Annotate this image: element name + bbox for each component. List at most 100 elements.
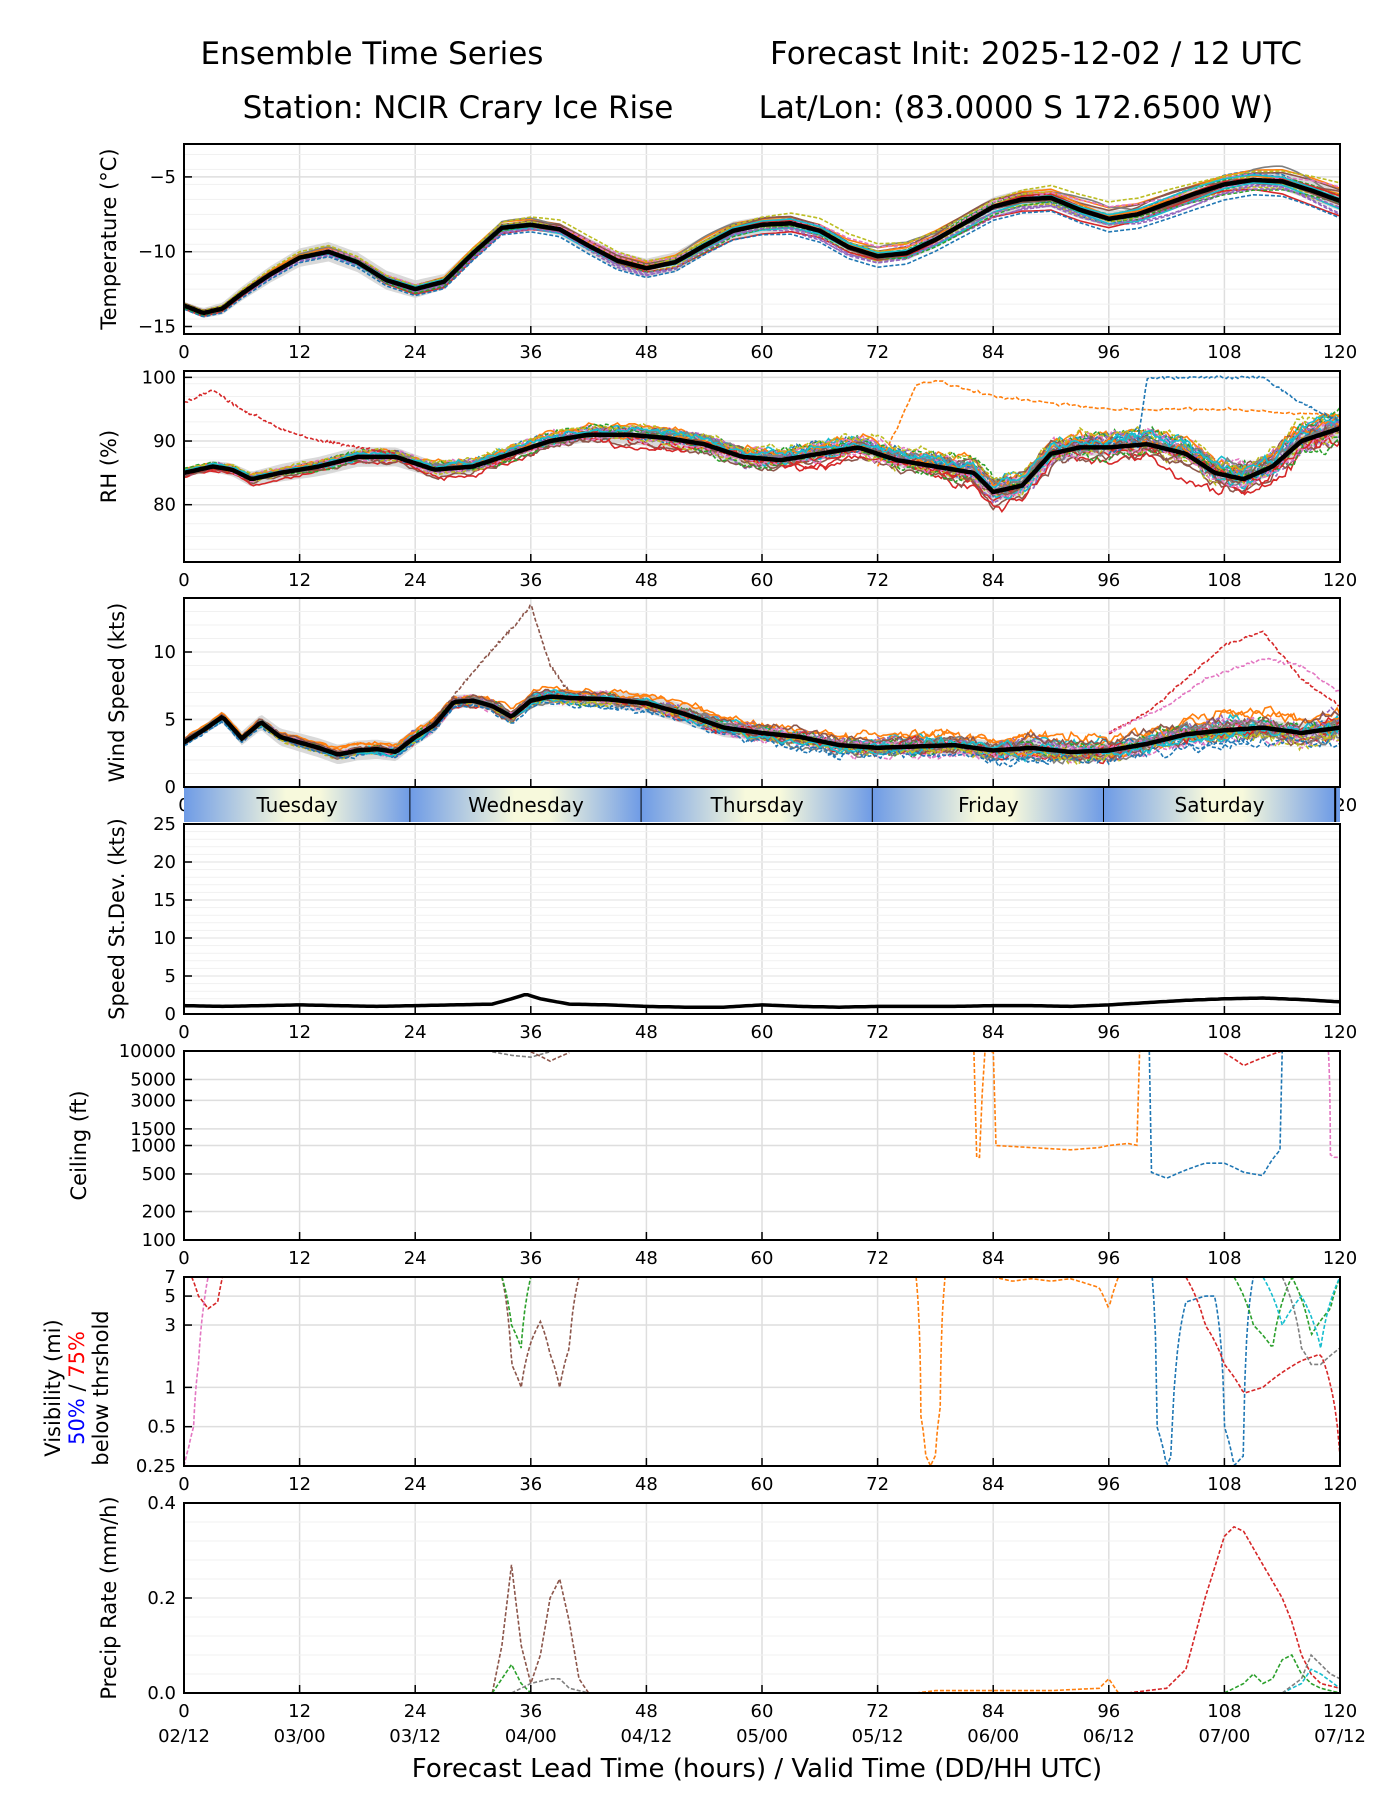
ytick-label-ceiling-1: 200 [142, 1202, 176, 1223]
ytick-label-wind-speed-1: 5 [165, 710, 176, 731]
ytick-label-temperature-1: −10 [138, 242, 176, 263]
xtick-label-precip-rate-9: 108 [1207, 1701, 1241, 1722]
xtick-label-ceiling-9: 108 [1207, 1248, 1241, 1269]
series-line-visibility-10 [1281, 1277, 1340, 1366]
xtick-label-visibility-10: 120 [1323, 1474, 1357, 1495]
day-label-tuesday: Tuesday [256, 793, 339, 817]
ensemble-member-temperature-24 [184, 188, 1340, 316]
xtick-label-temperature-5: 60 [751, 342, 774, 363]
ensemble-member-rh-29 [184, 413, 1340, 489]
ytick-label-ceiling-3: 1000 [130, 1136, 176, 1157]
ensemble-mean-wind-speed [184, 694, 1340, 757]
ytick-label-ceiling-7: 10000 [119, 1041, 176, 1062]
panel-precip-rate: 0.0 0.2 0.4 0 12 24 36 48 60 72 84 96 108 120 Precip R… [97, 1493, 1357, 1722]
ytick-label-ceiling-6: 5000 [130, 1069, 176, 1090]
series-line-precip-rate-7 [1281, 1653, 1340, 1693]
ytick-label-speed-stdev-2: 10 [153, 928, 176, 949]
ylabel-rh: RH (%) [97, 430, 121, 503]
xtick-label-ceiling-8: 96 [1097, 1248, 1120, 1269]
series-line-precip-rate-5 [1224, 1653, 1340, 1693]
series-precip-rate [491, 1525, 1340, 1693]
ensemble-member-wind-speed-21 [184, 685, 1340, 749]
xtick-label-rh-2: 24 [404, 570, 427, 591]
valid-time-label-5: 05/00 [736, 1726, 788, 1747]
day-segment-saturday [1103, 788, 1336, 822]
xtick-label-temperature-3: 36 [519, 342, 542, 363]
xtick-label-temperature-6: 72 [866, 342, 889, 363]
outlier-member-wind-speed-0 [1108, 630, 1340, 735]
series-line-ceiling-4 [492, 1051, 551, 1059]
series-rh [184, 375, 1340, 514]
xtick-label-speed-stdev-2: 24 [404, 1022, 427, 1043]
xtick-label-rh-6: 72 [866, 570, 889, 591]
xtick-label-speed-stdev-5: 60 [751, 1022, 774, 1043]
xtick-label-speed-stdev-0: 0 [178, 1022, 189, 1043]
xtick-label-precip-rate-6: 72 [866, 1701, 889, 1722]
series-line-visibility-6 [1151, 1277, 1255, 1466]
visibility-label-line2: 50% / 75% [65, 1331, 89, 1445]
series-line-visibility-9 [1262, 1277, 1340, 1349]
ylabel-ceiling: Ceiling (ft) [67, 1090, 91, 1200]
ytick-label-rh-1: 90 [153, 431, 176, 452]
xtick-label-temperature-4: 48 [635, 342, 658, 363]
valid-time-label-4: 04/12 [620, 1726, 672, 1747]
ytick-label-speed-stdev-4: 20 [153, 852, 176, 873]
series-line-visibility-5 [993, 1277, 1120, 1309]
xtick-label-speed-stdev-1: 12 [288, 1022, 311, 1043]
xtick-label-rh-0: 0 [178, 570, 189, 591]
xtick-label-visibility-6: 72 [866, 1474, 889, 1495]
valid-time-labels: 02/12 03/00 03/12 04/00 04/12 05/00 05/12 06/00… [158, 1726, 1366, 1747]
day-segment-tuesday [184, 788, 411, 822]
xtick-label-temperature-8: 96 [1097, 342, 1120, 363]
valid-time-label-0: 02/12 [158, 1726, 210, 1747]
ytick-label-visibility-0: 0.25 [136, 1456, 176, 1477]
ensemble-mean-temperature [184, 177, 1340, 316]
xtick-label-ceiling-6: 72 [866, 1248, 889, 1269]
xtick-label-rh-9: 108 [1207, 570, 1241, 591]
series-wind-speed [184, 603, 1340, 768]
ytick-label-speed-stdev-3: 15 [153, 890, 176, 911]
day-segment-thursday [641, 788, 873, 822]
series-line-precip-rate-2 [511, 1678, 589, 1693]
xtick-label-ceiling-7: 84 [982, 1248, 1005, 1269]
xtick-label-rh-3: 36 [519, 570, 542, 591]
series-speed-stdev [184, 992, 1340, 1009]
xtick-label-temperature-2: 24 [404, 342, 427, 363]
ensemble-member-temperature-20 [184, 193, 1340, 318]
series-line-visibility-3 [501, 1277, 532, 1349]
ytick-label-visibility-1: 0.5 [147, 1417, 176, 1438]
ytick-label-temperature-0: −15 [138, 317, 176, 338]
xtick-label-speed-stdev-10: 120 [1323, 1022, 1357, 1043]
xtick-label-visibility-7: 84 [982, 1474, 1005, 1495]
visibility-label-75pct: 75% [65, 1331, 89, 1378]
ytick-label-visibility-5: 7 [165, 1267, 176, 1288]
visibility-ylabel: Visibility (mi) 50% / 75% below thrshold [41, 1310, 113, 1465]
outlier-member-rh-2 [184, 389, 397, 456]
xtick-label-ceiling-0: 0 [178, 1248, 189, 1269]
xtick-label-precip-rate-5: 60 [751, 1701, 774, 1722]
outlier-member-wind-speed-1 [1108, 657, 1340, 733]
visibility-label-50pct: 50% [65, 1398, 89, 1445]
series-line-visibility-4 [915, 1277, 946, 1466]
ytick-label-ceiling-4: 1500 [130, 1119, 176, 1140]
ytick-label-rh-2: 100 [142, 367, 176, 388]
ytick-label-speed-stdev-0: 0 [165, 1004, 176, 1025]
xtick-label-precip-rate-3: 36 [519, 1701, 542, 1722]
xtick-label-precip-rate-0: 0 [178, 1701, 189, 1722]
outlier-member-wind-speed-2 [433, 603, 571, 721]
day-of-week-bar: Tuesday Wednesday Thursday Friday Saturday [184, 788, 1340, 822]
xtick-label-ceiling-4: 48 [635, 1248, 658, 1269]
panels: −15−10−50 12 24 36 48 60 72 84 96 108 120Temperatu… [67, 143, 1357, 1722]
xtick-label-temperature-7: 84 [982, 342, 1005, 363]
ytick-label-visibility-3: 3 [165, 1315, 176, 1336]
valid-time-label-6: 05/12 [852, 1726, 904, 1747]
xtick-label-speed-stdev-9: 108 [1207, 1022, 1241, 1043]
xtick-label-rh-8: 96 [1097, 570, 1120, 591]
ytick-label-visibility-2: 1 [165, 1377, 176, 1398]
ytick-label-rh-0: 80 [153, 495, 176, 516]
ytick-label-precip-rate-2: 0.4 [147, 1493, 176, 1514]
panel-visibility: 0.25 0.5 1 3 57 0 12 24 36 48 60 72 84 96 108 120 [136, 1267, 1357, 1495]
xtick-label-visibility-8: 96 [1097, 1474, 1120, 1495]
visibility-label-line1: Visibility (mi) [41, 1319, 65, 1456]
